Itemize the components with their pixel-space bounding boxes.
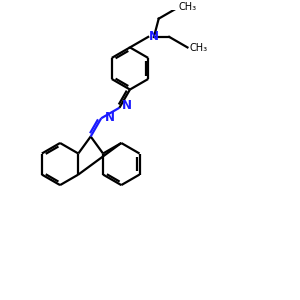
Text: N: N (105, 111, 115, 124)
Text: N: N (122, 99, 132, 112)
Text: CH₃: CH₃ (189, 44, 208, 53)
Text: N: N (149, 30, 159, 44)
Text: CH₃: CH₃ (179, 2, 197, 12)
